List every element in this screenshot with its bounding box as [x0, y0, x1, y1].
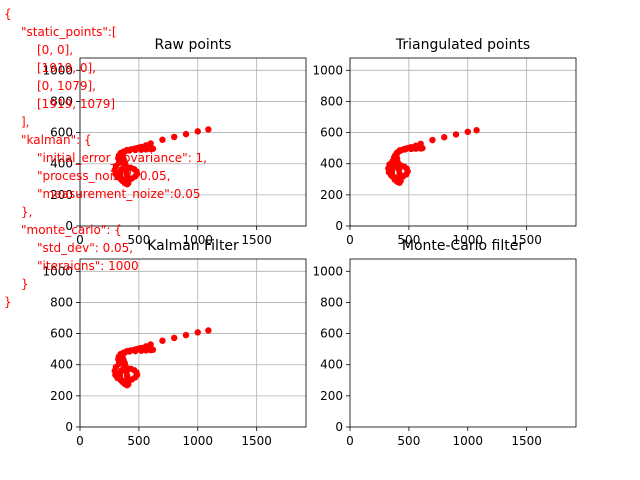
x-tick-label: 1500 [241, 233, 272, 247]
x-tick-label: 1500 [511, 434, 542, 448]
x-tick-label: 500 [127, 233, 150, 247]
y-tick-label: 400 [50, 358, 73, 372]
y-tick-label: 0 [335, 219, 343, 233]
x-tick-label: 1500 [511, 233, 542, 247]
data-point [148, 345, 156, 353]
x-tick-label: 500 [127, 434, 150, 448]
data-point [194, 128, 201, 135]
y-tick-label: 400 [50, 157, 73, 171]
plot-area [80, 58, 306, 226]
data-point [182, 331, 190, 339]
y-tick-label: 200 [50, 188, 73, 202]
data-point [182, 130, 190, 138]
axes-frame [79, 57, 307, 227]
subplot-2: 0 500 1000 1500 0 200 400 600 800 1000 Triangulate… [312, 37, 577, 247]
data-point [402, 146, 409, 153]
y-tick-label: 0 [65, 420, 73, 434]
x-tick-label: 500 [397, 233, 420, 247]
y-tick-label: 200 [320, 389, 343, 403]
x-tick-label: 1500 [241, 434, 272, 448]
y-tick-label: 200 [50, 389, 73, 403]
data-point [205, 126, 212, 133]
x-tick-label: 1000 [452, 434, 483, 448]
data-point [159, 337, 166, 344]
x-tick-label: 500 [397, 434, 420, 448]
y-tick-label: 600 [50, 126, 73, 140]
data-point [148, 144, 156, 152]
x-tick-label: 0 [346, 233, 354, 247]
data-point [159, 136, 166, 143]
y-tick-label: 200 [320, 188, 343, 202]
data-point [126, 348, 133, 355]
x-tick-label: 0 [76, 233, 84, 247]
chart-title: Triangulated points [395, 37, 530, 53]
axes-frame [349, 57, 577, 227]
chart-title: Monte-Carlo filter [402, 238, 524, 254]
data-point [417, 144, 424, 151]
y-tick-label: 1000 [42, 264, 73, 278]
y-tick-label: 800 [50, 94, 73, 108]
y-tick-label: 1000 [312, 264, 343, 278]
data-point [132, 347, 139, 355]
plot-area [350, 259, 576, 427]
y-tick-label: 1000 [42, 63, 73, 77]
data-point [473, 127, 480, 134]
data-point [142, 345, 150, 352]
y-tick-label: 0 [335, 420, 343, 434]
data-point [452, 131, 460, 138]
data-point [126, 147, 133, 154]
y-tick-label: 0 [65, 219, 73, 233]
data-point [441, 134, 448, 141]
plot-area [80, 259, 306, 427]
data-point [396, 147, 403, 154]
data-point [205, 327, 212, 334]
x-tick-label: 1000 [182, 233, 213, 247]
y-tick-label: 1000 [312, 63, 343, 77]
chart-title: Raw points [155, 37, 232, 53]
y-tick-label: 800 [320, 94, 343, 108]
axes-frame [349, 258, 577, 428]
axes-frame [79, 258, 307, 428]
y-tick-label: 400 [320, 157, 343, 171]
y-tick-label: 400 [320, 358, 343, 372]
x-tick-label: 1000 [452, 233, 483, 247]
data-point [171, 133, 178, 141]
y-tick-label: 600 [50, 327, 73, 341]
y-tick-label: 600 [320, 327, 343, 341]
subplot-3: 0 500 1000 1500 0 200 400 600 800 1000 Kalman Filt… [42, 238, 307, 448]
data-point [464, 128, 471, 136]
data-point [408, 145, 415, 153]
data-point [429, 136, 436, 144]
y-tick-label: 800 [320, 295, 343, 309]
x-tick-label: 0 [346, 434, 354, 448]
subplot-1: 0 500 1000 1500 0 200 400 600 800 1000 Raw points [42, 37, 307, 247]
x-tick-label: 0 [76, 434, 84, 448]
plot-area [350, 58, 576, 226]
data-point [142, 144, 150, 151]
data-point [194, 329, 201, 336]
x-tick-label: 1000 [182, 434, 213, 448]
chart-title: Kalman Filter [147, 238, 239, 254]
y-tick-label: 600 [320, 126, 343, 140]
data-point [171, 334, 178, 342]
data-point [132, 146, 139, 154]
subplot-4: 0 500 1000 1500 0 200 400 600 800 1000 Monte-Carlo… [312, 238, 577, 448]
y-tick-label: 800 [50, 295, 73, 309]
